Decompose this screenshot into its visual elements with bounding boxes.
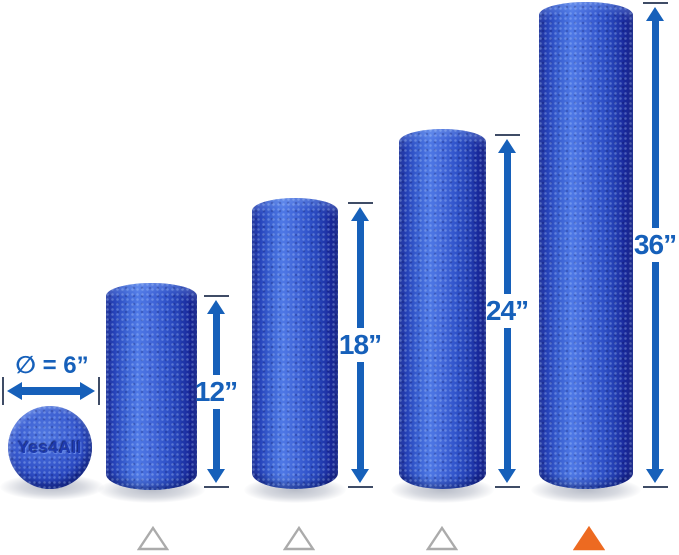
measurement-label-36: 36” [633,229,677,260]
measure-bar [503,328,511,469]
arrowhead-up-icon [646,7,664,21]
measure-tick-top [347,202,373,204]
diameter-tick-left [2,377,4,405]
arrowhead-up-icon [498,139,516,153]
diameter-arrow-bar [22,387,80,395]
measure-tick-top [642,2,668,4]
measure-bar [212,408,220,469]
measure-arrow-24: 24” [486,134,529,488]
size-triangle-icon-2 [283,526,315,551]
arrowhead-up-icon [207,300,225,314]
measure-tick-bottom [347,486,373,488]
arrowhead-down-icon [207,469,225,483]
measurement-label-12: 12” [194,375,238,407]
foam-roller-36-inch [539,2,633,489]
arrowhead-down-icon [351,469,369,483]
arrowhead-up-icon [351,207,369,221]
size-triangle-icon-1 [137,526,169,551]
measure-tick-bottom [203,486,229,488]
measure-tick-bottom [642,486,668,488]
foam-roller-24-inch [399,129,486,489]
foam-roller-18-inch [252,198,338,489]
measure-arrow-12: 12” [195,295,238,488]
arrowhead-down-icon [646,469,664,483]
measure-tick-top [203,295,229,297]
size-triangle-icon-3 [426,526,458,551]
measure-tick-top [494,134,520,136]
measure-bar [212,314,220,375]
arrowhead-left-icon [7,382,22,400]
measurement-label-18: 18” [338,329,382,360]
measure-bar [356,362,364,469]
diameter-tick-right [98,377,100,405]
measure-bar [356,221,364,328]
foam-roller-12-inch [106,283,197,490]
measure-tick-bottom [494,486,520,488]
roller-end-face: Yes4All [8,406,92,489]
diameter-arrow [2,377,100,405]
brand-logo: Yes4All [18,437,82,457]
measure-arrow-36: 36” [634,2,677,488]
arrowhead-right-icon [80,382,95,400]
size-triangle-icon-4-selected [573,526,605,551]
arrowhead-down-icon [498,469,516,483]
measure-bar [651,262,659,469]
measurement-label-24: 24” [485,295,529,326]
measure-bar [651,21,659,228]
diameter-label: ∅ = 6” [15,352,89,379]
measure-bar [503,153,511,294]
measure-arrow-18: 18” [339,202,382,488]
